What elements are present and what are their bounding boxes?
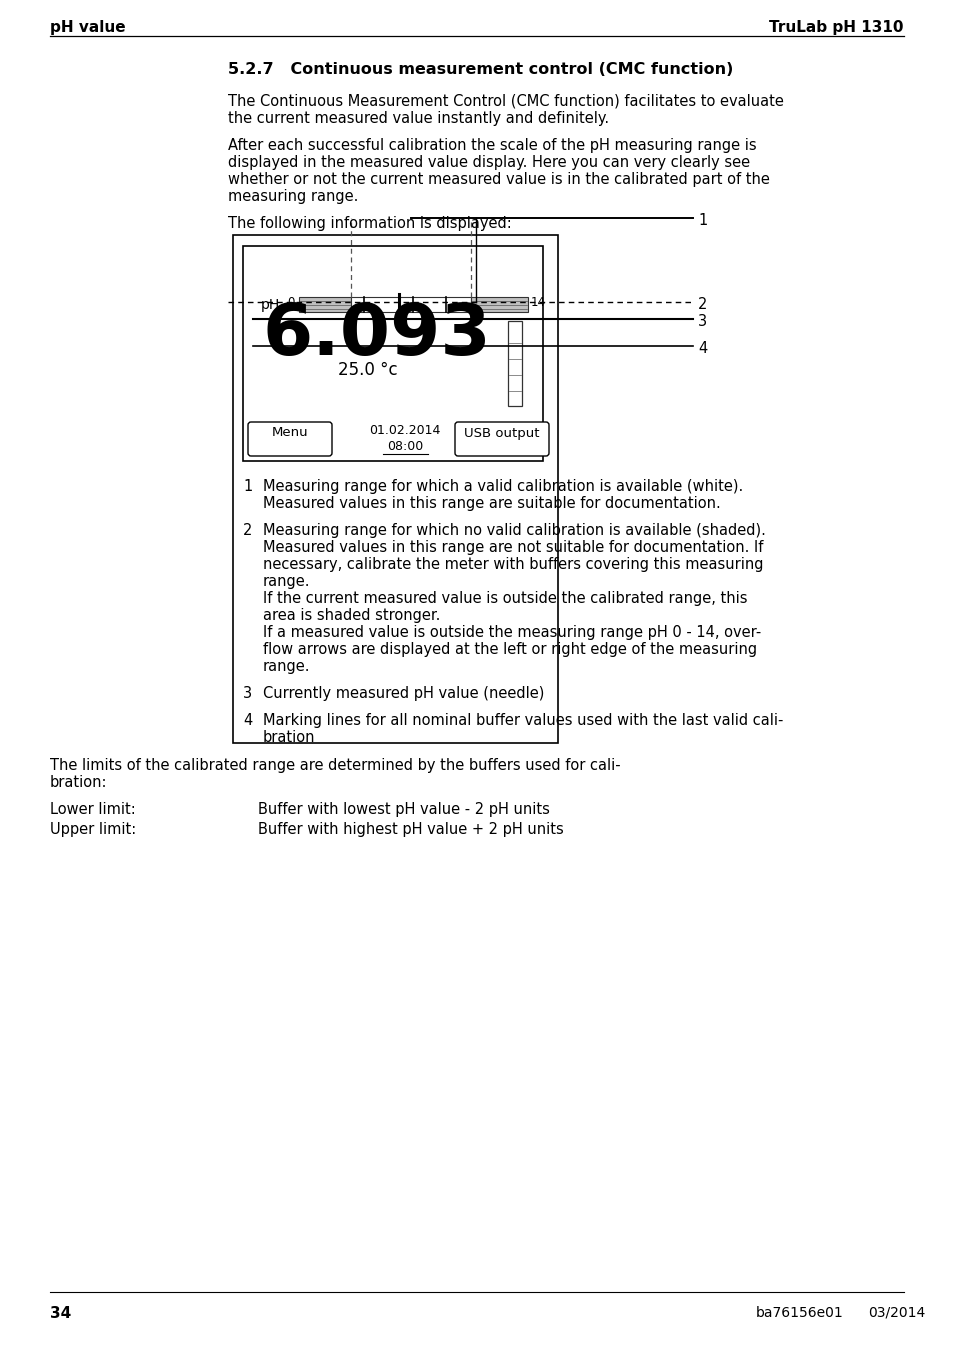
Text: Measured values in this range are not suitable for documentation. If: Measured values in this range are not su… — [263, 540, 762, 555]
Text: area is shaded stronger.: area is shaded stronger. — [263, 608, 440, 622]
Bar — [507, 321, 521, 406]
Bar — [471, 297, 527, 312]
Text: measuring range.: measuring range. — [228, 189, 358, 204]
Text: pH: pH — [261, 298, 280, 312]
Bar — [243, 246, 542, 460]
Bar — [298, 297, 351, 312]
Bar — [233, 235, 558, 742]
Text: 08:00: 08:00 — [387, 440, 423, 452]
FancyBboxPatch shape — [455, 423, 548, 456]
Text: 4: 4 — [698, 342, 706, 356]
Text: The following information is displayed:: The following information is displayed: — [228, 216, 511, 231]
Text: range.: range. — [263, 659, 310, 674]
Text: 1: 1 — [698, 213, 706, 228]
Text: displayed in the measured value display. Here you can very clearly see: displayed in the measured value display.… — [228, 155, 749, 170]
Text: necessary, calibrate the meter with buffers covering this measuring: necessary, calibrate the meter with buff… — [263, 558, 762, 572]
Bar — [351, 297, 471, 312]
Text: 2: 2 — [698, 297, 706, 312]
Text: 3: 3 — [243, 686, 252, 701]
FancyBboxPatch shape — [248, 423, 332, 456]
Text: ba76156e01: ba76156e01 — [755, 1305, 842, 1320]
Text: Measuring range for which no valid calibration is available (shaded).: Measuring range for which no valid calib… — [263, 522, 765, 539]
Text: 5.2.7   Continuous measurement control (CMC function): 5.2.7 Continuous measurement control (CM… — [228, 62, 733, 77]
Text: whether or not the current measured value is in the calibrated part of the: whether or not the current measured valu… — [228, 171, 769, 188]
Text: flow arrows are displayed at the left or right edge of the measuring: flow arrows are displayed at the left or… — [263, 643, 757, 657]
Text: USB output: USB output — [464, 427, 539, 440]
Text: Marking lines for all nominal buffer values used with the last valid cali-: Marking lines for all nominal buffer val… — [263, 713, 782, 728]
Text: range.: range. — [263, 574, 310, 589]
Text: If the current measured value is outside the calibrated range, this: If the current measured value is outside… — [263, 591, 747, 606]
Text: The limits of the calibrated range are determined by the buffers used for cali-: The limits of the calibrated range are d… — [50, 757, 620, 774]
Text: 3: 3 — [698, 315, 706, 329]
Text: 03/2014: 03/2014 — [867, 1305, 924, 1320]
Text: Menu: Menu — [272, 427, 308, 440]
Text: TruLab pH 1310: TruLab pH 1310 — [769, 20, 903, 35]
Text: 4: 4 — [243, 713, 252, 728]
Text: 25.0 °c: 25.0 °c — [337, 360, 397, 379]
Text: 14: 14 — [531, 296, 545, 309]
Text: After each successful calibration the scale of the pH measuring range is: After each successful calibration the sc… — [228, 138, 756, 153]
Text: Buffer with highest pH value + 2 pH units: Buffer with highest pH value + 2 pH unit… — [257, 822, 563, 837]
Text: Currently measured pH value (needle): Currently measured pH value (needle) — [263, 686, 544, 701]
Text: 0: 0 — [287, 296, 294, 309]
Text: Buffer with lowest pH value - 2 pH units: Buffer with lowest pH value - 2 pH units — [257, 802, 549, 817]
Text: pH value: pH value — [50, 20, 126, 35]
Text: bration: bration — [263, 730, 315, 745]
Text: 2: 2 — [243, 522, 253, 539]
Text: bration:: bration: — [50, 775, 108, 790]
Text: Lower limit:: Lower limit: — [50, 802, 135, 817]
Text: 1: 1 — [243, 479, 252, 494]
Text: 6.093: 6.093 — [263, 301, 491, 370]
Text: The Continuous Measurement Control (CMC function) facilitates to evaluate: The Continuous Measurement Control (CMC … — [228, 95, 783, 109]
Text: Upper limit:: Upper limit: — [50, 822, 136, 837]
Text: Measuring range for which a valid calibration is available (white).: Measuring range for which a valid calibr… — [263, 479, 742, 494]
Text: Measured values in this range are suitable for documentation.: Measured values in this range are suitab… — [263, 495, 720, 512]
Text: the current measured value instantly and definitely.: the current measured value instantly and… — [228, 111, 608, 126]
Text: 01.02.2014: 01.02.2014 — [369, 424, 440, 437]
Text: If a measured value is outside the measuring range pH 0 - 14, over-: If a measured value is outside the measu… — [263, 625, 760, 640]
Text: 34: 34 — [50, 1305, 71, 1322]
